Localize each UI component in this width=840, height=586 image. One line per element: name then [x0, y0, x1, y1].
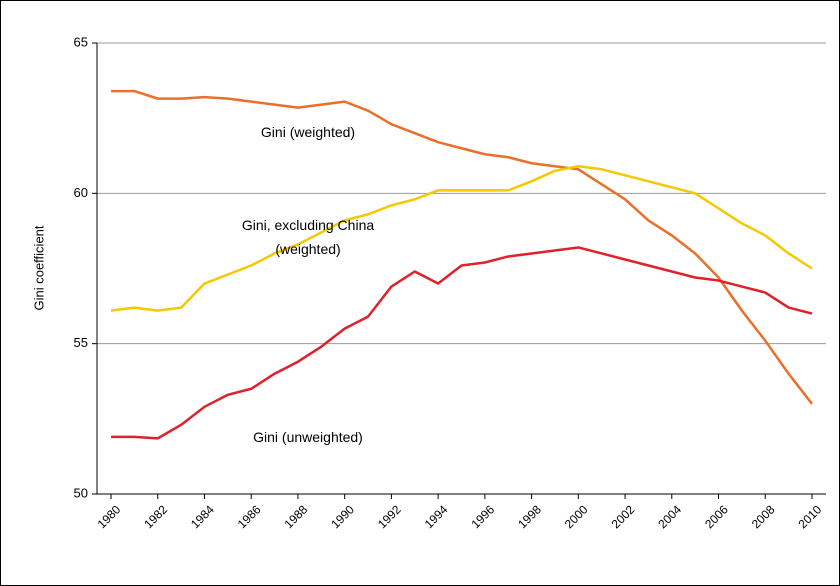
y-tick-label: 55 [74, 335, 88, 350]
y-tick-label: 60 [74, 185, 88, 200]
y-tick-label: 50 [74, 485, 88, 500]
series-label: Gini (weighted) [260, 124, 356, 140]
series-label: Gini (unweighted) [253, 429, 363, 445]
series-line [111, 246, 813, 440]
series-line [111, 89, 813, 405]
y-axis-label: Gini coefficient [31, 225, 46, 310]
series-label: Gini, excluding China (weighted) [241, 217, 375, 257]
series-label-text: Gini (weighted) [260, 124, 356, 140]
series-label-text: Gini, excluding China (weighted) [241, 217, 375, 257]
y-tick-label: 65 [74, 34, 88, 49]
series-line [110, 165, 813, 312]
series-label-text: Gini (unweighted) [253, 429, 363, 445]
